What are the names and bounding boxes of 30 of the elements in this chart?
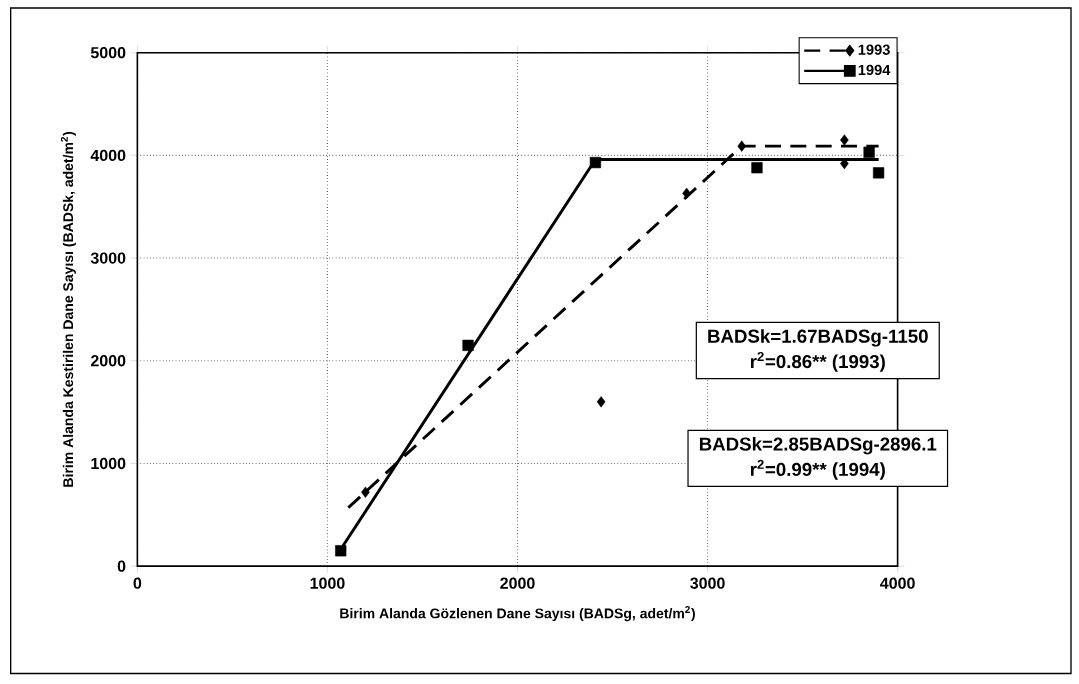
annotation: BADSk=2.85BADSg-2896.1 — [699, 436, 937, 455]
point — [863, 146, 875, 158]
y-axis-title: Birim Alanda Kestirilen Dane Sayısı (BADSk, adet/m$^{2}$) — [60, 131, 76, 487]
x-tick-label: 3000 — [690, 577, 725, 589]
legend-label: 1994 — [858, 64, 891, 76]
point — [462, 339, 474, 351]
x-tick-label: 0 — [133, 577, 142, 589]
annotation: r$^{2}$=0.86** (1993) — [750, 351, 885, 372]
point — [751, 162, 763, 174]
x-axis-title: Birim Alanda Gözlenen Dane Sayısı (BADSg, adet/m$^{2}$) — [340, 605, 695, 622]
y-tick-label: 5000 — [90, 46, 126, 59]
x-tick-label: 1000 — [310, 577, 345, 589]
y-tick-label: 1000 — [91, 457, 126, 470]
point — [335, 545, 347, 557]
y-tick-label: 3000 — [90, 252, 126, 264]
legend-label: 1993 — [858, 44, 890, 55]
point — [596, 396, 606, 408]
point — [737, 140, 747, 152]
y-tick-label: 4000 — [90, 149, 126, 161]
point — [589, 156, 602, 169]
point — [361, 486, 370, 498]
annotation: BADSk=1.67BADSg-1150 — [708, 329, 928, 347]
point — [682, 187, 691, 199]
annotation: r$^{2}$=0.99** (1994) — [750, 459, 885, 480]
x-tick-label: 2000 — [500, 577, 535, 589]
y-tick-label: 0 — [117, 560, 126, 572]
x-tick-label: 4000 — [880, 577, 915, 589]
point — [840, 134, 849, 146]
point — [873, 167, 885, 179]
y-tick-label: 2000 — [90, 355, 126, 367]
